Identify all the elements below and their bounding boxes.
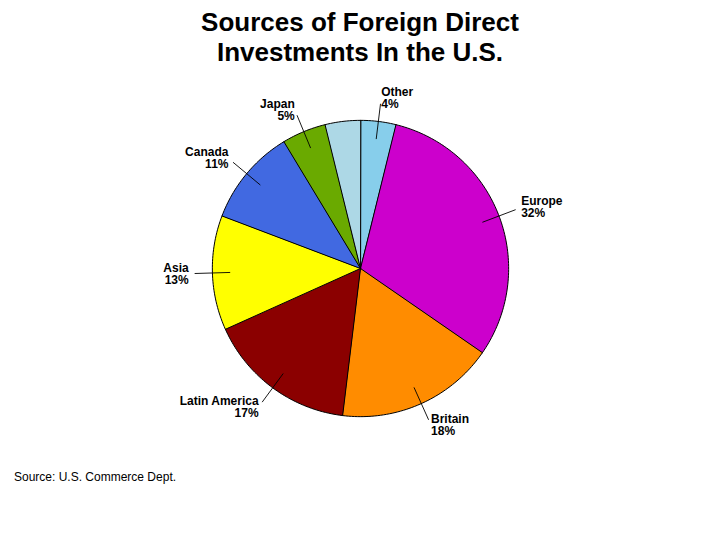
- svg-text:Britain18%: Britain18%: [431, 412, 469, 438]
- html-text:Source: U.S. Commerce Dept.: Source: U.S. Commerce Dept.: [14, 469, 177, 484]
- svg-text:Canada11%: Canada11%: [185, 145, 229, 171]
- svg-text:Japan5%: Japan5%: [260, 96, 295, 122]
- svg-text:Asia13%: Asia13%: [163, 260, 189, 286]
- html-text:Sources of Foreign Direct Inve: Sources of Foreign Direct Investments In…: [201, 7, 519, 67]
- svg-text:Europe32%: Europe32%: [521, 194, 563, 220]
- svg-text:Other4%: Other4%: [381, 85, 413, 111]
- svg-text:Latin America17%: Latin America17%: [180, 394, 259, 420]
